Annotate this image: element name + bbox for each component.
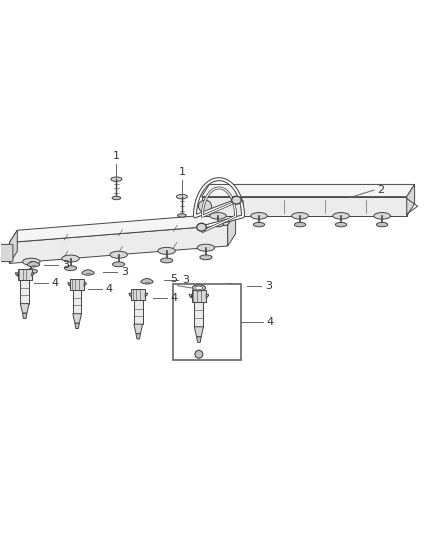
Polygon shape bbox=[145, 293, 147, 297]
Ellipse shape bbox=[374, 213, 390, 219]
Bar bbox=[191, 290, 206, 302]
Ellipse shape bbox=[232, 196, 241, 204]
Bar bbox=[18, 269, 32, 280]
Ellipse shape bbox=[333, 213, 350, 219]
Polygon shape bbox=[228, 213, 236, 246]
Ellipse shape bbox=[113, 262, 125, 266]
Polygon shape bbox=[27, 261, 40, 267]
Text: 3: 3 bbox=[121, 267, 128, 277]
Ellipse shape bbox=[197, 223, 206, 231]
Ellipse shape bbox=[195, 286, 203, 289]
Ellipse shape bbox=[111, 177, 122, 181]
Bar bbox=[73, 289, 81, 313]
Ellipse shape bbox=[158, 247, 175, 254]
Polygon shape bbox=[141, 278, 153, 284]
Polygon shape bbox=[197, 337, 201, 342]
Polygon shape bbox=[75, 323, 79, 328]
Polygon shape bbox=[10, 225, 228, 263]
Polygon shape bbox=[84, 282, 86, 286]
Text: 4: 4 bbox=[51, 278, 58, 288]
Text: 3: 3 bbox=[265, 281, 272, 291]
Text: 1: 1 bbox=[113, 151, 120, 161]
Ellipse shape bbox=[253, 222, 265, 227]
Ellipse shape bbox=[25, 269, 37, 274]
Ellipse shape bbox=[62, 255, 79, 262]
Bar bbox=[194, 302, 204, 327]
Ellipse shape bbox=[110, 251, 127, 258]
Ellipse shape bbox=[292, 213, 308, 219]
Ellipse shape bbox=[178, 214, 186, 217]
Text: 5: 5 bbox=[170, 273, 177, 284]
Ellipse shape bbox=[64, 266, 77, 271]
Polygon shape bbox=[10, 213, 236, 243]
Bar bbox=[131, 289, 145, 300]
Text: 2: 2 bbox=[377, 185, 384, 195]
Bar bbox=[20, 280, 29, 304]
Polygon shape bbox=[73, 313, 81, 323]
Polygon shape bbox=[189, 294, 191, 298]
Polygon shape bbox=[206, 294, 208, 298]
Ellipse shape bbox=[294, 222, 306, 227]
Polygon shape bbox=[201, 184, 415, 197]
Polygon shape bbox=[129, 293, 131, 297]
Text: 4: 4 bbox=[170, 293, 177, 303]
Ellipse shape bbox=[210, 213, 226, 219]
Ellipse shape bbox=[192, 285, 205, 291]
Bar bbox=[173, 284, 241, 360]
Ellipse shape bbox=[177, 195, 187, 199]
Polygon shape bbox=[82, 270, 94, 276]
Polygon shape bbox=[224, 284, 236, 289]
Polygon shape bbox=[20, 304, 29, 313]
Ellipse shape bbox=[197, 244, 215, 251]
Polygon shape bbox=[134, 324, 143, 334]
Ellipse shape bbox=[198, 200, 212, 212]
Polygon shape bbox=[407, 184, 415, 216]
FancyBboxPatch shape bbox=[0, 244, 13, 262]
Ellipse shape bbox=[112, 196, 121, 200]
Circle shape bbox=[195, 350, 203, 358]
Text: 4: 4 bbox=[266, 317, 273, 327]
Text: 3: 3 bbox=[62, 260, 69, 270]
Polygon shape bbox=[32, 272, 34, 276]
Polygon shape bbox=[22, 313, 27, 318]
Polygon shape bbox=[194, 327, 204, 337]
Bar bbox=[70, 279, 84, 289]
Bar bbox=[134, 300, 143, 324]
Text: 1: 1 bbox=[178, 167, 185, 177]
Ellipse shape bbox=[160, 258, 173, 263]
Polygon shape bbox=[201, 197, 407, 216]
Polygon shape bbox=[16, 272, 18, 276]
Polygon shape bbox=[10, 230, 17, 263]
Ellipse shape bbox=[22, 258, 40, 265]
Text: 3: 3 bbox=[182, 276, 189, 286]
Polygon shape bbox=[136, 334, 141, 339]
Ellipse shape bbox=[212, 222, 224, 227]
Ellipse shape bbox=[376, 222, 388, 227]
Text: 4: 4 bbox=[106, 284, 113, 294]
Polygon shape bbox=[68, 282, 70, 286]
Ellipse shape bbox=[200, 255, 212, 260]
Ellipse shape bbox=[251, 213, 267, 219]
Ellipse shape bbox=[336, 222, 347, 227]
